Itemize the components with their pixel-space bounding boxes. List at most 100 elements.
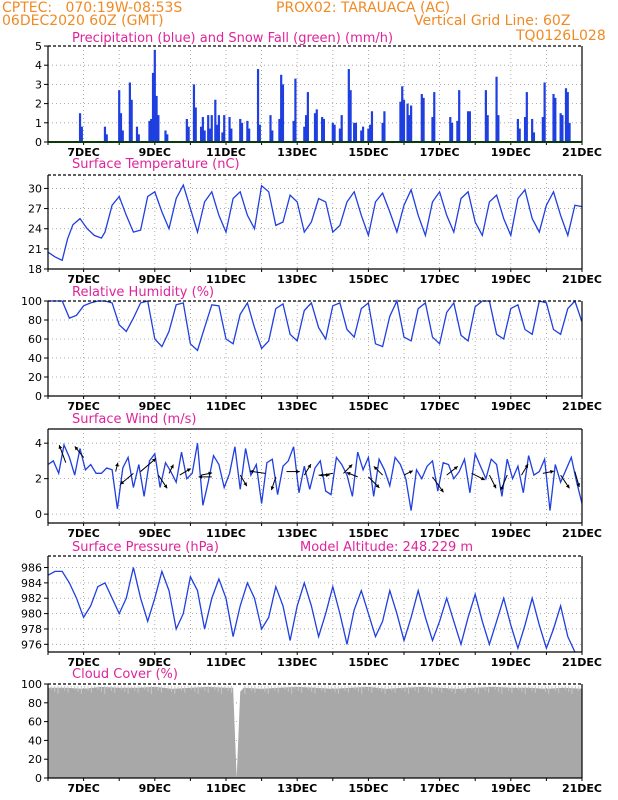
precip-bar bbox=[148, 120, 151, 142]
precip-bar bbox=[554, 97, 557, 142]
cloud-xtick-label: 17DEC bbox=[420, 782, 460, 795]
precip-bar bbox=[410, 105, 413, 142]
precip-bar bbox=[458, 90, 461, 142]
press-annotation: Model Altitude: 248.229 m bbox=[300, 540, 473, 555]
precip-bar bbox=[361, 126, 365, 142]
rh-xtick-label: 9DEC bbox=[139, 400, 171, 413]
wind-ytick-label: 4 bbox=[35, 437, 42, 450]
precip-bar bbox=[306, 92, 309, 142]
precip-ytick-label: 5 bbox=[35, 40, 42, 53]
precip-bar bbox=[531, 118, 534, 142]
precip-bar bbox=[431, 117, 434, 142]
wind-vector-head bbox=[307, 464, 311, 469]
precip-bar bbox=[561, 115, 564, 142]
precip-bar bbox=[353, 122, 356, 142]
precip-bar bbox=[166, 134, 169, 142]
cloud-ytick-label: 0 bbox=[35, 772, 42, 785]
rh-xtick-label: 11DEC bbox=[206, 400, 246, 413]
precip-bar bbox=[450, 122, 454, 142]
rh-xtick-label: 19DEC bbox=[491, 400, 531, 413]
precip-bar bbox=[420, 94, 423, 142]
cloud-xtick-label: 11DEC bbox=[206, 782, 246, 795]
rh-ytick-label: 60 bbox=[28, 333, 42, 346]
precip-bar bbox=[525, 92, 528, 142]
wind-vector-head bbox=[576, 483, 581, 487]
precip-bar bbox=[135, 126, 139, 142]
wind-vector-head bbox=[74, 446, 79, 451]
press-ytick-label: 984 bbox=[21, 577, 42, 590]
cloud-ytick-label: 100 bbox=[21, 678, 42, 691]
precip-ytick-label: 2 bbox=[35, 98, 42, 111]
rh-ytick-label: 40 bbox=[28, 352, 42, 365]
wind-vector-head bbox=[408, 470, 413, 474]
header-station-name: PROX02: TARAUACA (AC) bbox=[276, 0, 451, 16]
precip-bar bbox=[214, 99, 217, 142]
wind-vector-head bbox=[270, 486, 275, 491]
press-ytick-label: 986 bbox=[21, 562, 42, 575]
cloud-cover-area bbox=[48, 686, 582, 778]
wind-series-line bbox=[47, 442, 583, 511]
precip-panel: 0 1 2 3 4 5 7DEC 9DEC 11DEC 13DEC 15DEC 17DEC 19DEC 2… bbox=[35, 31, 602, 159]
wind-vector-head bbox=[296, 469, 300, 474]
precip-bar bbox=[566, 92, 569, 142]
wind-vector-head bbox=[243, 482, 247, 487]
press-ytick-label: 980 bbox=[21, 608, 42, 621]
precip-bar bbox=[137, 134, 140, 142]
cloud-xtick-label: 13DEC bbox=[277, 782, 317, 795]
precip-bar bbox=[406, 103, 409, 142]
press-xtick-label: 17DEC bbox=[420, 656, 460, 669]
wind-title: Surface Wind (m/s) bbox=[72, 412, 196, 427]
temp-xtick-label: 15DEC bbox=[348, 273, 388, 286]
temp-xtick-label: 13DEC bbox=[277, 273, 317, 286]
wind-vector-head bbox=[453, 466, 458, 471]
precip-bar bbox=[422, 97, 425, 142]
header-grid-line-note: Vertical Grid Line: 60Z bbox=[414, 13, 571, 29]
precip-bar bbox=[187, 126, 190, 142]
precip-bar bbox=[150, 118, 153, 142]
precip-bar bbox=[221, 132, 224, 142]
precip-bar bbox=[121, 130, 124, 142]
precip-bar bbox=[322, 118, 325, 142]
precip-bar bbox=[367, 128, 370, 142]
temp-xtick-label: 11DEC bbox=[206, 273, 246, 286]
precip-bar bbox=[331, 122, 334, 142]
precip-bar bbox=[568, 122, 571, 142]
precip-bar bbox=[248, 128, 251, 142]
wind-vector-head bbox=[163, 484, 168, 489]
press-xtick-label: 7DEC bbox=[67, 656, 99, 669]
precip-bar bbox=[497, 115, 500, 142]
precip-bar bbox=[217, 115, 220, 142]
temp-xtick-label: 17DEC bbox=[420, 273, 460, 286]
press-xtick-label: 19DEC bbox=[491, 656, 531, 669]
precip-bar bbox=[258, 124, 261, 142]
wind-vector-head bbox=[524, 464, 529, 469]
precip-bar bbox=[349, 90, 352, 142]
precip-bar bbox=[408, 115, 411, 142]
cloud-ytick-label: 40 bbox=[28, 734, 42, 747]
precip-bar bbox=[370, 111, 374, 142]
precip-bar bbox=[381, 122, 384, 142]
precip-bar bbox=[347, 69, 350, 142]
precip-bar bbox=[256, 69, 260, 142]
precip-bar bbox=[313, 113, 317, 142]
precip-bar bbox=[208, 128, 212, 142]
precip-bar bbox=[543, 82, 546, 142]
precip-bar bbox=[155, 95, 158, 142]
header-run-date: 06DEC2020 60Z (GMT) bbox=[2, 13, 164, 29]
cloud-xtick-label: 19DEC bbox=[491, 782, 531, 795]
precip-bar bbox=[532, 132, 536, 142]
press-series-line bbox=[47, 567, 576, 653]
precip-bar bbox=[564, 88, 568, 142]
precip-bar bbox=[201, 117, 204, 142]
rh-series-line bbox=[48, 298, 583, 352]
wind-vector-head bbox=[186, 468, 191, 472]
wind-vector-head bbox=[58, 445, 63, 450]
rh-xtick-label: 7DEC bbox=[67, 400, 99, 413]
precip-bar bbox=[456, 120, 459, 142]
precip-bar bbox=[360, 130, 363, 142]
cloud-panel: 0 20 40 60 80 100 7DEC 9DEC 11DEC 13DEC 15DEC 17DEC… bbox=[21, 667, 602, 795]
precip-bar bbox=[207, 115, 210, 142]
press-panel: 976 978 980 982 984 986 7DEC 9DEC 11DEC 13DEC 15DE… bbox=[21, 540, 602, 669]
rh-title: Relative Humidity (%) bbox=[72, 285, 214, 300]
wind-xtick-label: 15DEC bbox=[348, 527, 388, 540]
